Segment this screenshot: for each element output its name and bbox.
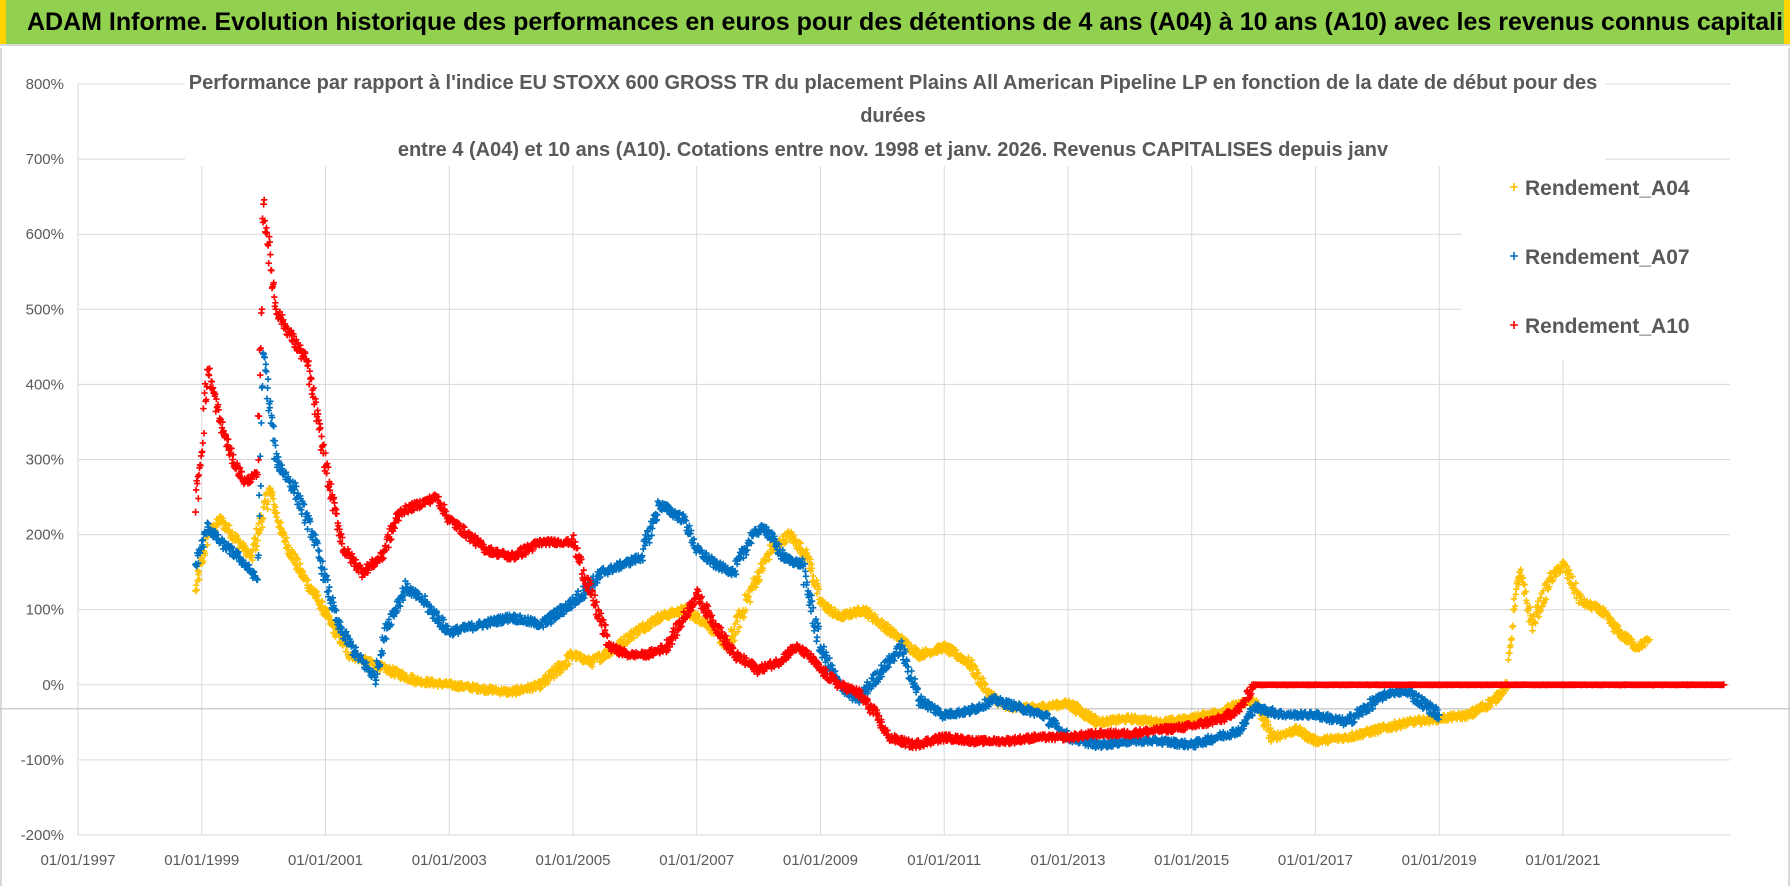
data-point [342,648,349,655]
data-point [262,367,269,374]
data-point [192,486,200,494]
data-point [255,492,263,499]
data-point [280,530,288,537]
data-point [262,361,270,368]
x-tick-label: 01/01/2019 [1402,852,1477,869]
data-point [196,576,203,583]
data-point [802,573,810,580]
data-point [263,368,270,375]
y-tick-label: 600% [26,226,64,243]
data-point [200,558,207,565]
data-point [269,489,276,496]
grid-lines [77,83,1730,836]
x-tick-label: 01/01/2007 [659,852,734,869]
data-point [269,495,277,502]
plot-area [192,196,1728,752]
data-point [316,547,323,555]
y-tick-label: 200% [26,527,64,544]
data-point [257,482,265,490]
y-tick-label: 800% [26,76,64,93]
data-point [199,439,207,447]
data-point [1505,656,1512,664]
x-tick-label: 01/01/2005 [535,852,610,869]
data-point [272,503,279,511]
y-tick-label: 500% [26,301,64,318]
x-tick-label: 01/01/2021 [1525,852,1600,869]
chart-frame [0,48,1790,886]
y-tick-label: 400% [26,376,64,393]
y-tick-label: 0% [42,677,64,694]
data-point [326,612,333,620]
y-tick-label: 100% [26,602,64,619]
y-tick-label: 700% [26,151,64,168]
x-tick-label: 01/01/2015 [1154,852,1229,869]
data-point [282,538,289,545]
data-point [262,491,269,498]
x-tick-label: 01/01/1999 [164,852,239,869]
data-point [204,519,211,526]
data-point [259,524,266,531]
data-point [192,508,200,516]
data-point [273,509,281,517]
data-point [314,591,322,599]
data-point [205,372,213,379]
series-Rendement_A07 [192,349,1443,752]
x-tick-label: 01/01/2011 [907,852,981,869]
data-point [277,519,285,526]
data-point [193,586,200,593]
x-tick-label: 01/01/2013 [1030,852,1105,869]
data-point [264,375,272,383]
data-point [264,498,272,505]
report-banner: ADAM Informe. Evolution historique des p… [0,0,1790,46]
data-point [249,556,256,564]
data-point [258,419,265,427]
data-point [228,528,236,536]
x-tick-label: 01/01/2009 [783,852,858,869]
data-point [192,587,200,595]
y-tick-label: -200% [21,827,64,844]
data-point [283,534,290,541]
data-point [296,560,304,567]
data-point [195,568,203,576]
data-point [299,568,307,575]
x-tick-label: 01/01/2003 [412,852,487,869]
data-point [253,525,260,532]
data-point [253,542,261,550]
data-point [199,448,206,455]
data-point [195,495,202,502]
data-point [200,405,207,412]
data-point [259,514,267,522]
data-point [291,551,299,558]
data-point [254,537,261,544]
x-tick-label: 01/01/1997 [40,852,115,869]
axes: 800% 700% 600% 500% 400% 300% 200% 100% 0% -100% -… [0,76,1790,869]
data-point [304,577,312,584]
data-point [201,389,208,397]
data-point [226,522,233,529]
data-point [264,505,271,513]
banner-title: ADAM Informe. Evolution historique des p… [27,7,1790,36]
data-point [235,535,242,543]
x-tick-label: 01/01/2017 [1278,852,1353,869]
data-point [252,547,259,554]
y-tick-label: 300% [26,452,64,469]
x-tick-label: 01/01/2001 [288,852,363,869]
data-point [225,527,232,534]
data-point [813,634,821,641]
data-point [294,555,302,563]
data-point [908,667,915,675]
data-point [1506,649,1513,657]
data-point [1529,627,1536,634]
y-tick-label: -100% [21,752,64,769]
data-point [1509,622,1517,630]
data-point [318,598,326,605]
